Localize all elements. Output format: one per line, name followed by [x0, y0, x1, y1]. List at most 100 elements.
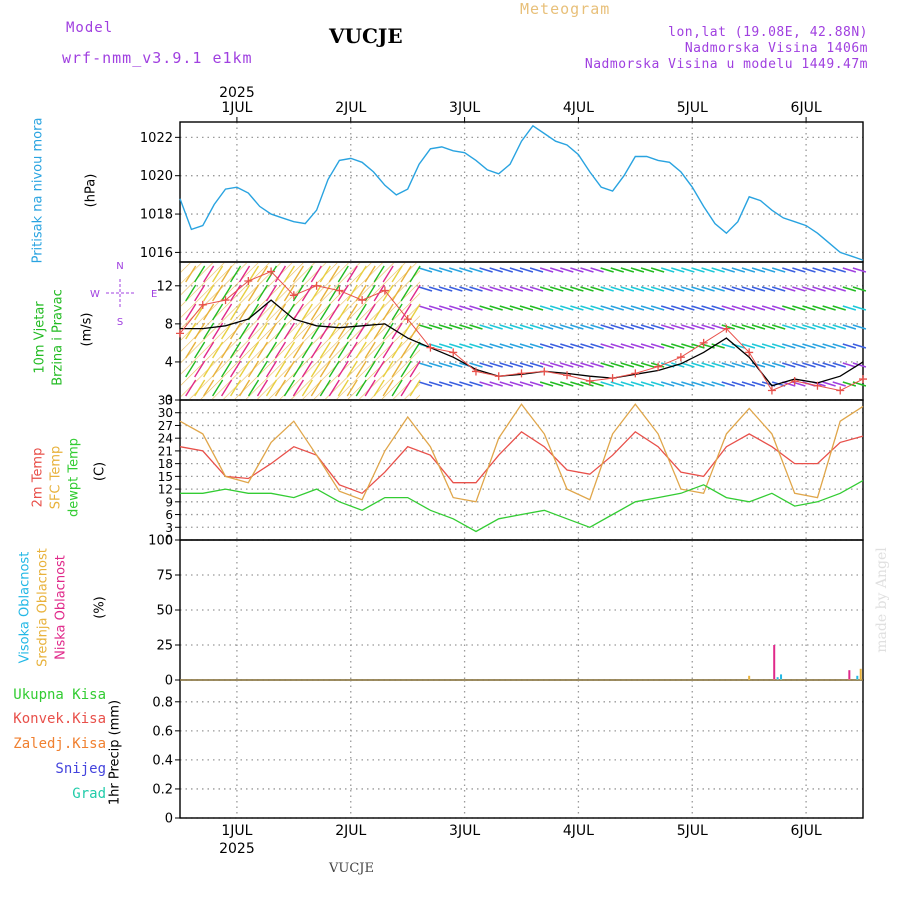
wind-arrow: [812, 324, 826, 330]
wind-arrow: [549, 286, 564, 292]
wind-arrow: [660, 381, 675, 387]
wind-arrow: [681, 267, 695, 273]
cloud-bar: [859, 668, 862, 680]
wind-arrow: [229, 322, 242, 340]
wind-arrow: [650, 286, 665, 292]
y-tick-label: 0.2: [152, 782, 173, 797]
wind-arrow: [319, 322, 331, 340]
wind-arrow: [449, 305, 463, 311]
wind-arrow: [600, 343, 614, 349]
y-tick-label: 6: [165, 508, 173, 522]
wind-arrow: [438, 305, 453, 311]
wind-arrow: [346, 341, 358, 359]
wind-arrow: [761, 305, 776, 311]
wind-arrow: [640, 362, 655, 368]
wind-arrow: [852, 343, 867, 349]
wind-arrow: [549, 324, 564, 330]
wind-arrow: [238, 379, 251, 397]
wind-arrow: [761, 362, 776, 368]
wind-arrow: [792, 286, 806, 292]
wind-arrow: [620, 286, 635, 292]
precip-legend-total: Ukupna Kisa: [13, 687, 106, 703]
y-tick-label: 75: [156, 569, 173, 584]
wind-arrow: [570, 286, 584, 292]
wind-arrow: [660, 343, 675, 349]
year-label-top: 2025: [219, 85, 255, 101]
wind-arrow: [640, 324, 655, 330]
wind-arrow: [292, 303, 304, 321]
wind-arrow: [301, 284, 313, 302]
wind-arrow: [391, 360, 403, 378]
wind-arrow: [630, 343, 645, 349]
wind-arrow: [741, 381, 756, 387]
wind-arrow: [610, 305, 624, 311]
wind-gust-marker: [608, 374, 617, 383]
wind-arrow: [711, 381, 725, 387]
wind-arrow: [373, 303, 385, 321]
y-tick-label: 0: [165, 534, 173, 548]
wind-arrow: [185, 322, 197, 340]
wind-arrow: [229, 379, 242, 397]
wind-arrow: [590, 362, 604, 368]
y-tick-label: 30: [158, 406, 173, 420]
wind-arrow: [469, 343, 483, 349]
wind-arrow: [409, 379, 421, 397]
wind-arrow: [771, 267, 786, 273]
temp-line-sfc: [179, 403, 864, 503]
wind-arrow: [479, 305, 493, 311]
wind-arrow: [731, 286, 746, 292]
wind-gust-marker: [676, 353, 685, 362]
wind-arrow: [802, 362, 816, 368]
wind-arrow: [802, 324, 816, 330]
x-tick-label-bottom: 5JUL: [677, 823, 708, 839]
wind-arrow: [701, 305, 715, 311]
wind-arrow: [310, 341, 322, 359]
wind-arrow: [782, 286, 796, 292]
wind-arrow: [741, 286, 756, 292]
wind-arrow: [671, 267, 685, 273]
wind-arrow: [428, 286, 443, 292]
wind-arrow: [822, 305, 836, 311]
x-tick-label-top: 5JUL: [677, 100, 708, 116]
wind-arrow: [802, 305, 816, 311]
wind-arrow: [671, 324, 685, 330]
wind-arrow: [842, 362, 857, 368]
wind-arrow: [529, 381, 544, 387]
wind-arrow: [256, 303, 269, 321]
temp-line-2m: [179, 430, 864, 495]
precip-legend-convective: Konvek.Kisa: [13, 711, 106, 727]
x-tick-label-bottom: 2JUL: [335, 823, 366, 839]
wind-arrow: [438, 324, 453, 330]
wind-arrow: [459, 324, 473, 330]
wind-arrow: [373, 379, 385, 397]
wind-arrow: [509, 305, 524, 311]
wind-arrow: [741, 305, 756, 311]
wind-arrow: [283, 284, 296, 302]
wind-arrow: [812, 305, 826, 311]
wind-arrow: [802, 343, 816, 349]
compass-w: W: [90, 289, 100, 300]
wind-arrow: [590, 305, 604, 311]
wind-arrow: [782, 305, 796, 311]
wind-arrow: [469, 362, 483, 368]
wind-arrow: [600, 286, 614, 292]
wind-arrow: [319, 284, 331, 302]
wind-arrow: [751, 286, 766, 292]
x-tick-label-top: 6JUL: [791, 100, 822, 116]
wind-arrow: [346, 303, 358, 321]
wind-arrow: [438, 286, 453, 292]
wind-arrow: [337, 322, 349, 340]
wind-arrow: [382, 265, 394, 283]
wind-arrow: [409, 303, 421, 321]
wind-arrow: [212, 379, 224, 397]
wind-arrow: [610, 324, 624, 330]
wind-gust-marker: [312, 281, 321, 290]
y-tick-label: 27: [158, 419, 173, 433]
cloud-bar: [748, 675, 751, 680]
wind-arrow: [247, 284, 260, 302]
wind-arrow: [771, 362, 786, 368]
cloud-bar: [773, 645, 776, 680]
wind-arrow: [640, 305, 655, 311]
wind-arrow: [203, 303, 215, 321]
